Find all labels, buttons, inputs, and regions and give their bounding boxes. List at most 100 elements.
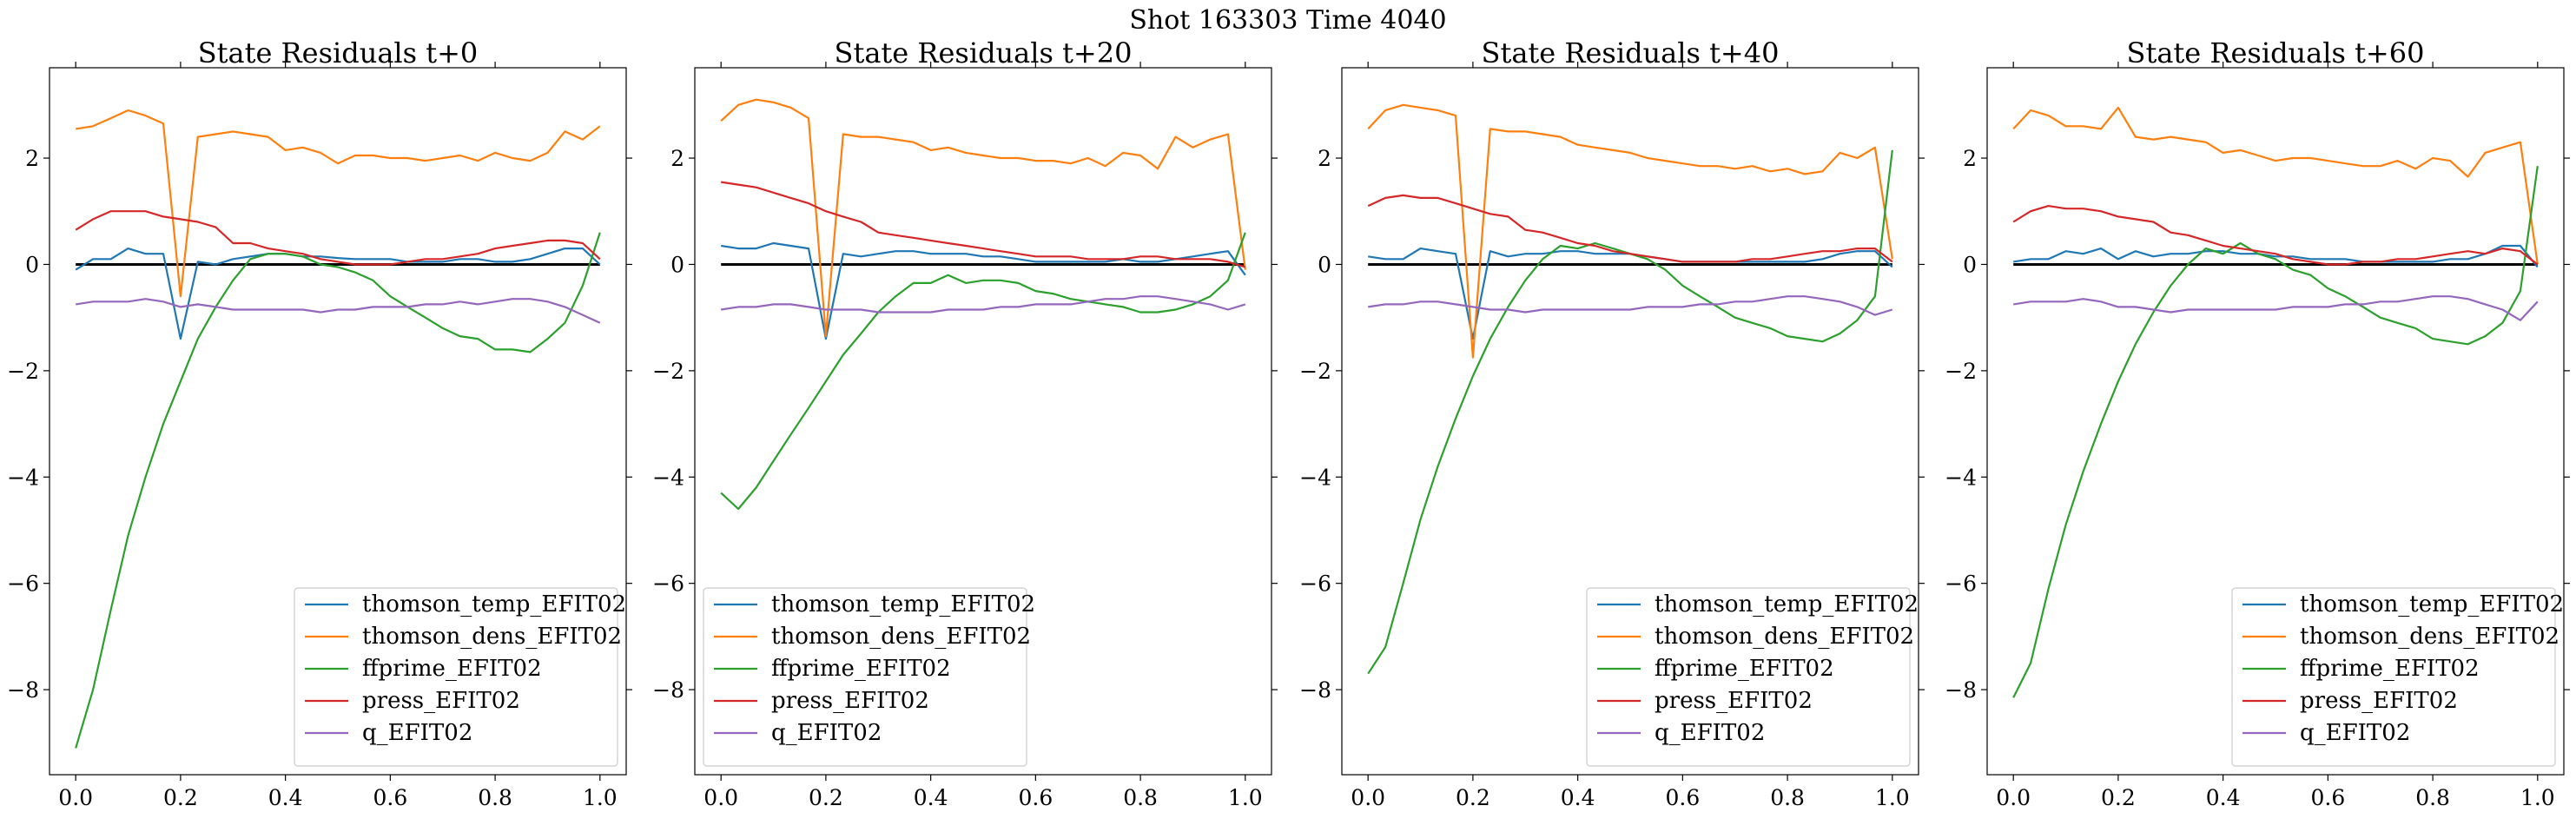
chart-panel-3: State Residuals t+60 0.0 0.2 0.4 0.6 0.8 1.0 −8… (1945, 36, 2570, 810)
legend-label: ffprime_EFIT02 (2300, 656, 2480, 682)
panel-title: State Residuals t+20 (835, 36, 1133, 69)
x-tick-label: 0.0 (58, 785, 93, 810)
panel-title: State Residuals t+0 (198, 36, 479, 69)
x-tick-label: 0.6 (1018, 785, 1053, 810)
legend-box (703, 587, 1027, 767)
legend-label: q_EFIT02 (771, 720, 882, 746)
series-line-thomson_temp_EFIT02 (721, 241, 1246, 340)
legend-label: thomson_dens_EFIT02 (2300, 624, 2559, 650)
x-tick-label: 0.8 (478, 785, 512, 810)
legend-box (2231, 587, 2556, 767)
legend-label: ffprime_EFIT02 (771, 656, 951, 682)
y-tick-label: 0 (670, 252, 684, 277)
y-tick-label: 0 (1963, 252, 1977, 277)
y-tick-label: −6 (7, 571, 39, 597)
series-line-thomson_temp_EFIT02 (1368, 248, 1893, 340)
legend-label: thomson_temp_EFIT02 (771, 591, 1035, 618)
y-tick-label: −8 (1945, 677, 1977, 703)
x-tick-label: 0.4 (1561, 785, 1595, 810)
y-tick-label: −8 (1299, 677, 1331, 703)
y-tick-label: −4 (1945, 465, 1977, 490)
x-tick-label: 0.8 (1123, 785, 1158, 810)
series-line-thomson_temp_EFIT02 (75, 248, 601, 340)
series-line-q_EFIT02 (2013, 295, 2539, 321)
y-tick-label: −4 (7, 465, 39, 490)
series-line-press_EFIT02 (721, 181, 1246, 268)
legend: thomson_temp_EFIT02 thomson_dens_EFIT02ff… (2231, 587, 2564, 767)
panels: State Residuals t+0 0.0 0.2 0.4 0.6 0.8 1.0 −8 −… (7, 36, 2570, 810)
legend-label: thomson_temp_EFIT02 (2300, 591, 2564, 618)
x-tick-label: 1.0 (1228, 785, 1263, 810)
x-tick-label: 0.0 (703, 785, 738, 810)
legend-label: ffprime_EFIT02 (1655, 656, 1834, 682)
series-line-thomson_dens_EFIT02 (2012, 106, 2539, 265)
x-tick-label: 0.4 (2206, 785, 2241, 810)
legend-label: thomson_temp_EFIT02 (362, 591, 626, 618)
y-tick-label: −4 (652, 465, 684, 490)
x-tick-label: 0.4 (914, 785, 948, 810)
legend-box (294, 587, 618, 767)
y-tick-label: 2 (670, 146, 684, 171)
x-tick-label: 0.8 (1770, 785, 1805, 810)
chart-panel-1: State Residuals t+20 0.0 0.2 0.4 0.6 0.8 1.0 −8… (652, 36, 1278, 810)
legend-box (1586, 587, 1911, 767)
plot-frame (694, 67, 1272, 776)
legend-label: press_EFIT02 (771, 688, 929, 714)
y-tick-label: −2 (652, 359, 684, 384)
plot-frame (1341, 67, 1919, 776)
legend: thomson_temp_EFIT02 thomson_dens_EFIT02ff… (1586, 587, 1919, 767)
legend-label: q_EFIT02 (2300, 720, 2410, 746)
panel-title: State Residuals t+60 (2127, 36, 2425, 69)
x-tick-label: 0.2 (809, 785, 843, 810)
x-tick-label: 0.4 (268, 785, 303, 810)
y-tick-label: −2 (1945, 359, 1977, 384)
series-line-press_EFIT02 (1367, 194, 1893, 263)
legend: thomson_temp_EFIT02 thomson_dens_EFIT02ff… (294, 587, 626, 767)
x-tick-label: 0.6 (373, 785, 407, 810)
legend-label: thomson_temp_EFIT02 (1655, 591, 1919, 618)
y-tick-label: −8 (7, 677, 39, 703)
x-tick-label: 0.6 (1665, 785, 1700, 810)
series-line-q_EFIT02 (76, 298, 601, 324)
x-tick-label: 0.0 (1351, 785, 1385, 810)
series-line-q_EFIT02 (721, 295, 1246, 314)
legend: thomson_temp_EFIT02 thomson_dens_EFIT02ff… (703, 587, 1035, 767)
y-tick-label: −4 (1299, 465, 1331, 490)
y-tick-label: 2 (1963, 146, 1977, 171)
plot-frame (1986, 67, 2565, 776)
y-tick-label: 0 (25, 252, 39, 277)
legend-label: thomson_dens_EFIT02 (362, 624, 622, 650)
legend-label: press_EFIT02 (2300, 688, 2458, 714)
chart-panel-2: State Residuals t+40 0.0 0.2 0.4 0.6 0.8 1.0 −8… (1299, 36, 1925, 810)
series-line-ffprime_EFIT02 (720, 232, 1246, 511)
legend-label: ffprime_EFIT02 (362, 656, 542, 682)
x-tick-label: 0.6 (2310, 785, 2345, 810)
series-line-thomson_dens_EFIT02 (720, 98, 1246, 338)
x-tick-label: 0.2 (1456, 785, 1490, 810)
plot-frame (49, 67, 627, 776)
series-line-thomson_dens_EFIT02 (76, 109, 601, 298)
legend-label: thomson_dens_EFIT02 (771, 624, 1031, 650)
legend-label: q_EFIT02 (1655, 720, 1765, 746)
legend-label: press_EFIT02 (1655, 688, 1813, 714)
legend-label: thomson_dens_EFIT02 (1655, 624, 1914, 650)
series-line-press_EFIT02 (2012, 205, 2539, 266)
y-tick-label: −2 (7, 359, 39, 384)
series-line-q_EFIT02 (1368, 295, 1893, 316)
y-tick-label: −6 (1299, 571, 1331, 597)
panel-title: State Residuals t+40 (1482, 36, 1780, 69)
x-tick-label: 1.0 (583, 785, 618, 810)
x-tick-label: 1.0 (1875, 785, 1910, 810)
y-tick-label: −6 (652, 571, 684, 597)
y-tick-label: −2 (1299, 359, 1331, 384)
legend-label: q_EFIT02 (362, 720, 472, 746)
series-line-thomson_dens_EFIT02 (1367, 103, 1893, 359)
x-tick-label: 0.0 (1996, 785, 2031, 810)
y-tick-label: 0 (1318, 252, 1331, 277)
y-tick-label: 2 (25, 146, 39, 171)
figure-suptitle: Shot 163303 Time 4040 (1129, 5, 1446, 36)
y-tick-label: −8 (652, 677, 684, 703)
series-line-ffprime_EFIT02 (75, 232, 601, 749)
series-line-press_EFIT02 (75, 210, 601, 266)
